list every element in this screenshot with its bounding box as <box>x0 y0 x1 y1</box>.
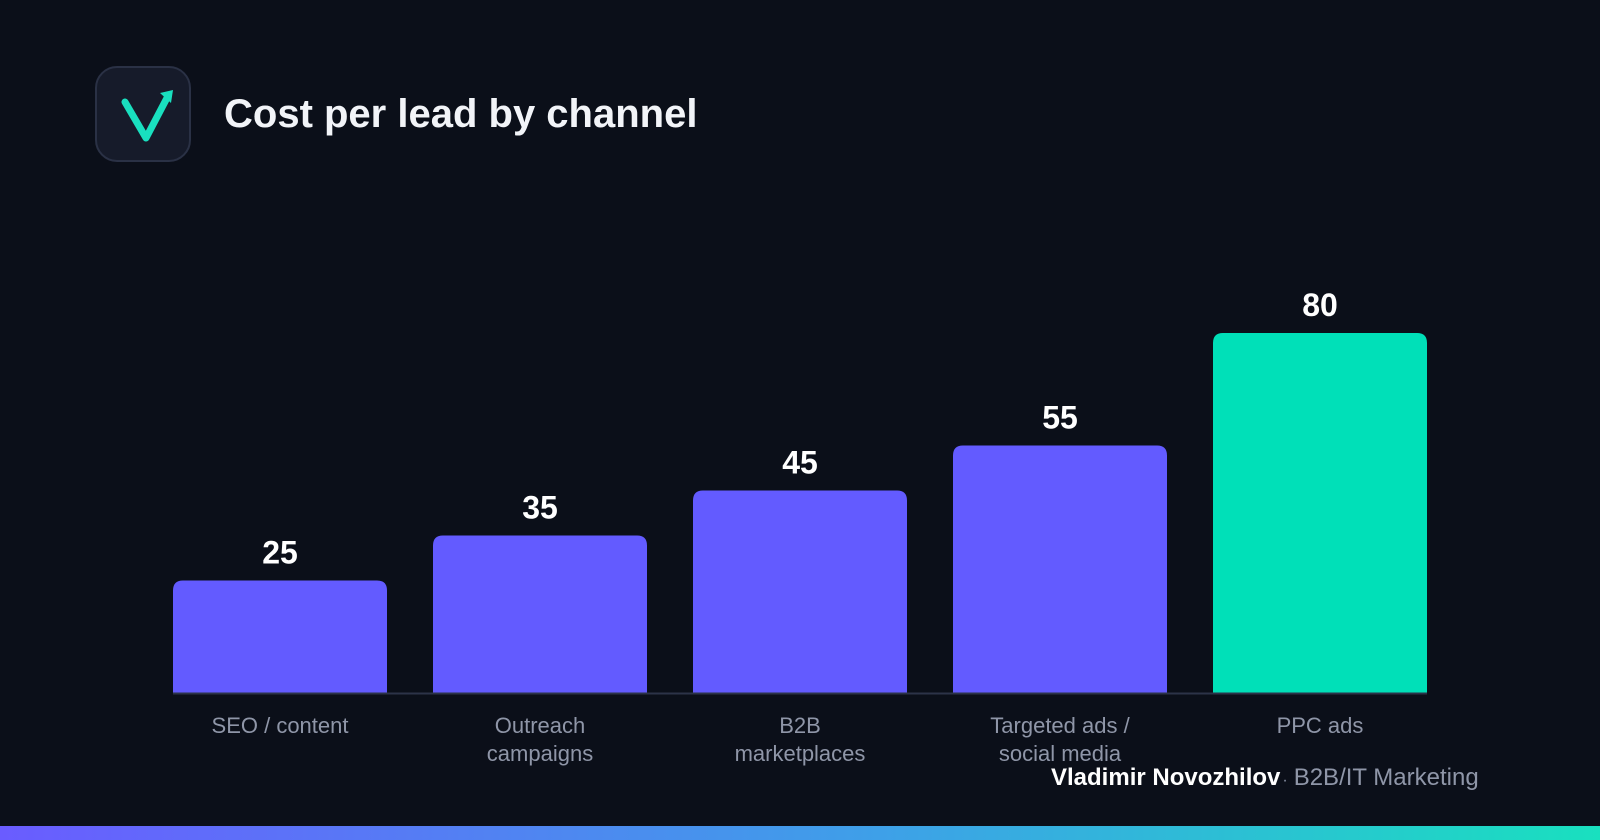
category-label: Outreach campaigns <box>487 713 593 766</box>
gradient-accent-bar <box>0 826 1600 840</box>
bar-value-label: 55 <box>1042 400 1078 436</box>
category-label: PPC ads <box>1277 713 1364 738</box>
bar-4 <box>1213 333 1427 693</box>
bar-value-label: 45 <box>782 445 818 481</box>
bar-1 <box>433 535 647 693</box>
bar-chart: 25 SEO / content 35 Outreach campaigns 45 B2B m… <box>173 287 1427 766</box>
page-title: Cost per lead by channel <box>224 92 698 136</box>
category-label: SEO / content <box>212 713 349 738</box>
bar-value-label: 80 <box>1302 287 1338 323</box>
bar-2 <box>693 490 907 693</box>
author-name: Vladimir Novozhilov <box>1051 764 1281 791</box>
bar-value-label: 35 <box>522 490 558 526</box>
bar-0 <box>173 580 387 693</box>
footer-separator: · <box>1282 772 1288 789</box>
bar-value-label: 25 <box>262 535 298 571</box>
bar-3 <box>953 445 1167 693</box>
category-label: B2B marketplaces <box>735 713 866 766</box>
author-role: B2B/IT Marketing <box>1293 764 1479 791</box>
checkmark-arrow-logo-icon <box>121 90 173 142</box>
brand-logo <box>95 66 191 162</box>
category-label: Targeted ads / social media <box>990 713 1130 766</box>
author-credit: Vladimir Novozhilov · B2B/IT Marketing <box>1051 763 1479 796</box>
